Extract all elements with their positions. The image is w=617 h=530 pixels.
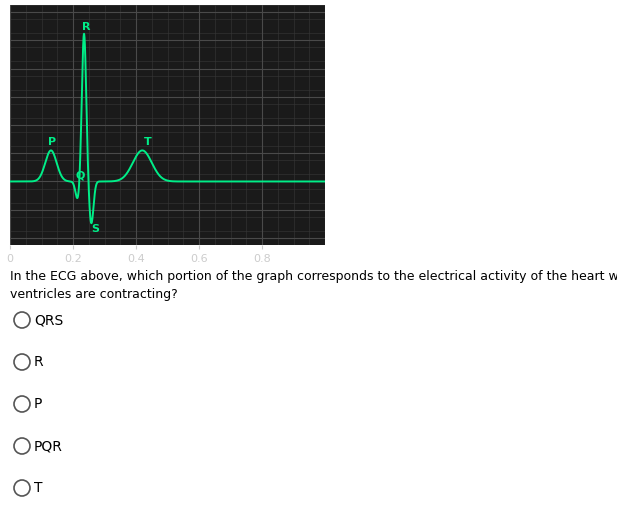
Text: P: P (34, 397, 43, 411)
Text: QRS: QRS (34, 313, 64, 327)
Text: PQR: PQR (34, 439, 63, 453)
Text: Q: Q (75, 171, 85, 181)
Text: In the ECG above, which portion of the graph corresponds to the electrical activ: In the ECG above, which portion of the g… (10, 270, 617, 283)
Text: P: P (48, 137, 57, 147)
Text: S: S (91, 224, 99, 234)
Text: T: T (34, 481, 43, 495)
Text: R: R (34, 355, 44, 369)
Text: R: R (82, 22, 90, 32)
Text: ventricles are contracting?: ventricles are contracting? (10, 288, 178, 301)
Text: T: T (144, 137, 152, 147)
